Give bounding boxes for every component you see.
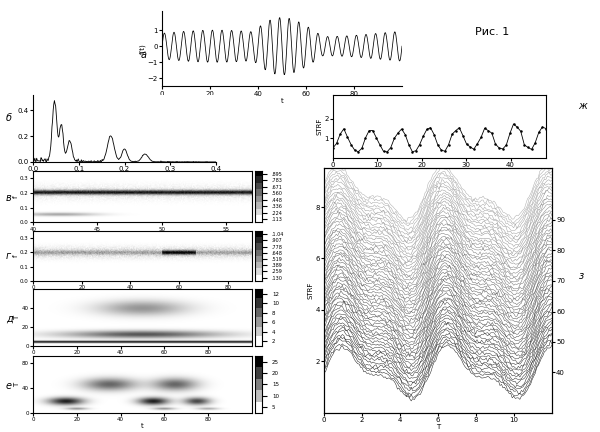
Y-axis label: f(t): f(t) — [140, 43, 146, 54]
Y-axis label: f: f — [13, 195, 19, 198]
X-axis label: f: f — [123, 174, 126, 180]
Text: з: з — [578, 270, 584, 281]
Text: е: е — [6, 381, 12, 391]
X-axis label: T: T — [436, 424, 440, 430]
Text: в: в — [6, 193, 12, 203]
Text: а: а — [141, 50, 147, 60]
Y-axis label: T: T — [14, 315, 20, 320]
Y-axis label: f: f — [13, 255, 19, 257]
X-axis label: t: t — [141, 356, 144, 362]
X-axis label: t: t — [281, 98, 283, 104]
Text: г: г — [6, 251, 11, 261]
Y-axis label: STRF: STRF — [317, 118, 323, 135]
Text: Рис. 1: Рис. 1 — [475, 26, 509, 37]
X-axis label: t: t — [141, 291, 144, 297]
Text: ж: ж — [578, 101, 587, 111]
Y-axis label: STRF: STRF — [308, 282, 314, 299]
X-axis label: T: T — [437, 169, 442, 175]
X-axis label: t: t — [141, 233, 144, 239]
X-axis label: t: t — [141, 423, 144, 429]
Y-axis label: T: T — [14, 382, 20, 387]
Text: б: б — [6, 113, 12, 123]
Text: д: д — [6, 314, 13, 324]
